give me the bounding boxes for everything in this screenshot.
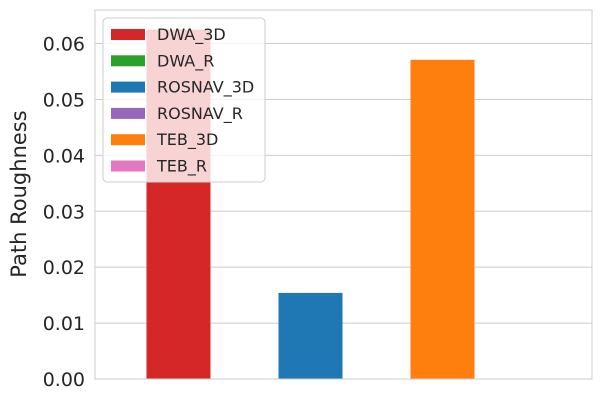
legend-label: ROSNAV_3D <box>157 78 254 98</box>
axes <box>94 9 593 380</box>
legend-label: TEB_3D <box>156 130 218 150</box>
y-tick-label: 0.04 <box>43 145 85 167</box>
y-tick-label: 0.01 <box>43 313 85 335</box>
y-axis-label: Path Roughness <box>7 110 31 277</box>
y-tick-label: 0.03 <box>43 201 85 223</box>
legend-swatch <box>111 134 145 146</box>
legend-swatch <box>111 29 145 40</box>
legend-swatch <box>111 81 145 93</box>
y-tick-label: 0.02 <box>43 257 85 279</box>
legend-label: DWA_3D <box>157 25 226 45</box>
y-tick-label: 0.05 <box>43 89 85 111</box>
bar-teb-3d <box>410 59 475 380</box>
legend: DWA_3D DWA_R ROSNAV_3D ROSNAV_R TEB_3D TEB_R <box>102 17 266 183</box>
legend-label: TEB_R <box>156 157 207 177</box>
y-tick-label: 0.06 <box>43 34 85 56</box>
legend-swatch <box>111 107 145 119</box>
plot-frame <box>94 9 593 380</box>
legend-label: DWA_R <box>157 51 214 71</box>
legend-swatch <box>111 160 145 172</box>
y-tick-labels: 0.00 0.01 0.02 0.03 0.04 0.05 0.06 <box>43 34 85 391</box>
legend-label: ROSNAV_R <box>157 104 243 124</box>
bar-rosnav-3d <box>278 292 343 379</box>
legend-swatch <box>111 55 145 67</box>
y-tick-label: 0.00 <box>43 369 85 391</box>
